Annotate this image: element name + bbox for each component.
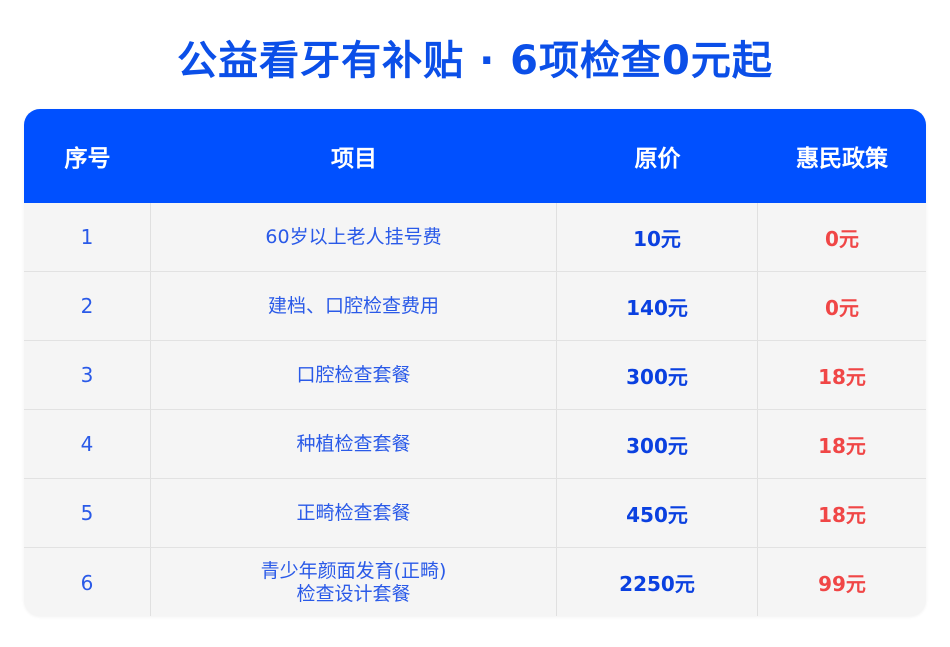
row-item: 正畸检查套餐: [151, 479, 557, 547]
row-price: 450元: [557, 479, 758, 547]
table-row: 2 建档、口腔检查费用 140元 0元: [24, 272, 926, 341]
row-policy: 18元: [818, 364, 866, 389]
row-item: 种植检查套餐: [151, 410, 557, 478]
table-row: 6 青少年颜面发育(正畸) 检查设计套餐 2250元 99元: [24, 548, 926, 616]
row-item: 建档、口腔检查费用: [151, 272, 557, 340]
row-item: 青少年颜面发育(正畸) 检查设计套餐: [151, 548, 557, 616]
table-row: 4 种植检查套餐 300元 18元: [24, 410, 926, 479]
row-number: 2: [24, 272, 151, 340]
row-price: 300元: [557, 341, 758, 409]
row-policy: 99元: [818, 572, 866, 596]
row-item: 60岁以上老人挂号费: [151, 203, 557, 271]
row-policy: 18元: [818, 502, 866, 527]
row-number: 4: [24, 410, 151, 478]
table-header: 序号 项目 原价 惠民政策: [24, 109, 926, 203]
row-number: 5: [24, 479, 151, 547]
header-policy: 惠民政策: [796, 146, 888, 172]
row-price: 2250元: [557, 548, 758, 616]
row-price: 300元: [557, 410, 758, 478]
header-item: 项目: [331, 146, 377, 172]
row-item: 口腔检查套餐: [151, 341, 557, 409]
table-row: 1 60岁以上老人挂号费 10元 0元: [24, 203, 926, 272]
table-row: 3 口腔检查套餐 300元 18元: [24, 341, 926, 410]
row-number: 6: [24, 548, 151, 616]
row-policy: 18元: [818, 433, 866, 458]
row-number: 1: [24, 203, 151, 271]
row-price: 10元: [557, 203, 758, 271]
row-number: 3: [24, 341, 151, 409]
row-policy: 0元: [825, 295, 859, 320]
row-price: 140元: [557, 272, 758, 340]
header-price: 原价: [634, 146, 681, 172]
page-title: 公益看牙有补贴 · 6项检查0元起: [177, 38, 773, 84]
price-table: 序号 项目 原价 惠民政策 1 60岁以上老人挂号费 10元 0元 2 建档、口腔检查费用…: [24, 109, 926, 616]
header-no: 序号: [64, 146, 111, 172]
row-policy: 0元: [825, 226, 859, 251]
table-row: 5 正畸检查套餐 450元 18元: [24, 479, 926, 548]
